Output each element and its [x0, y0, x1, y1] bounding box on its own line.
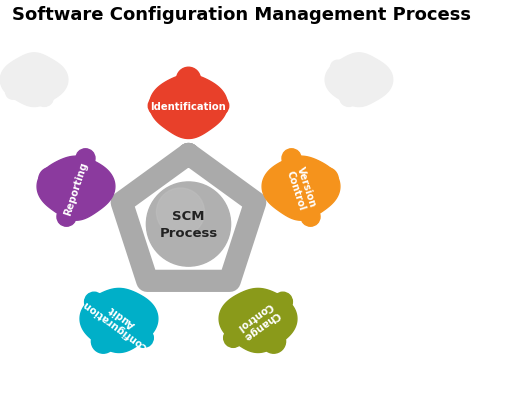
Circle shape — [262, 330, 286, 353]
Text: Version
Control: Version Control — [284, 165, 318, 211]
Circle shape — [178, 117, 199, 138]
Circle shape — [331, 61, 345, 75]
Circle shape — [146, 182, 231, 267]
Polygon shape — [149, 75, 228, 139]
Circle shape — [157, 188, 204, 237]
Circle shape — [235, 293, 256, 313]
Text: Configuration
Audit: Configuration Audit — [81, 289, 157, 351]
Circle shape — [282, 150, 301, 168]
Circle shape — [134, 328, 153, 348]
Circle shape — [39, 168, 63, 192]
Circle shape — [91, 330, 115, 353]
Circle shape — [148, 97, 167, 116]
Circle shape — [314, 168, 338, 192]
Text: SCM
Process: SCM Process — [159, 210, 218, 239]
Circle shape — [6, 85, 20, 100]
Polygon shape — [219, 289, 297, 352]
Circle shape — [224, 328, 243, 348]
Circle shape — [339, 89, 358, 107]
Polygon shape — [1, 54, 68, 107]
Polygon shape — [37, 157, 115, 221]
Circle shape — [121, 293, 142, 313]
Circle shape — [86, 184, 106, 205]
Text: Reporting: Reporting — [62, 160, 90, 216]
Circle shape — [84, 292, 104, 312]
Polygon shape — [262, 157, 340, 221]
Text: Software Configuration Management Process: Software Configuration Management Proces… — [12, 6, 471, 24]
Circle shape — [76, 150, 95, 168]
Circle shape — [271, 184, 291, 205]
Text: Change
Control: Change Control — [234, 299, 282, 341]
Circle shape — [301, 208, 320, 227]
Circle shape — [57, 208, 76, 227]
Circle shape — [273, 292, 293, 312]
Polygon shape — [80, 289, 158, 352]
Polygon shape — [325, 54, 393, 107]
Text: Identification: Identification — [150, 101, 227, 111]
Circle shape — [177, 68, 200, 92]
Circle shape — [210, 97, 229, 116]
Circle shape — [35, 89, 54, 107]
